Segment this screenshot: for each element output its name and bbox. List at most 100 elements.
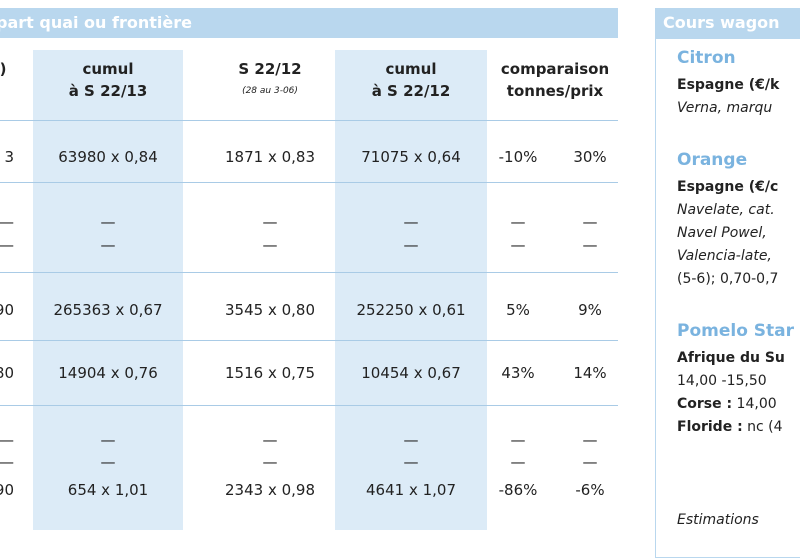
- cell: —: [100, 236, 116, 254]
- cell: —: [510, 236, 526, 254]
- header-line: tonnes/prix: [506, 82, 604, 100]
- cell: —: [582, 213, 598, 231]
- header-line: à S 22/13: [68, 82, 148, 100]
- cell: —: [0, 236, 14, 254]
- cell: —: [582, 453, 598, 471]
- cell: 5%: [506, 301, 530, 319]
- cell: —: [510, 453, 526, 471]
- text: (5-6); 0,70-0,7: [677, 271, 779, 287]
- cell: 3: [4, 148, 14, 166]
- header-line: cumul: [82, 60, 134, 78]
- cell: 2343 x 0,98: [225, 481, 315, 499]
- text: nc (4: [742, 419, 783, 435]
- cell: 63980 x 0,84: [58, 148, 158, 166]
- text: Navel Powel,: [677, 225, 767, 241]
- line: Afrique du Su: [677, 347, 785, 370]
- sidebar-title: Cours wagon: [663, 13, 780, 32]
- line: Corse : 14,00: [677, 393, 777, 416]
- cell: —: [262, 453, 278, 471]
- header-line: comparaison: [500, 60, 610, 78]
- cell: —: [403, 236, 419, 254]
- cell: —: [100, 213, 116, 231]
- cell: —: [510, 431, 526, 449]
- column-header: S 22/12 (28 au 3-06): [238, 58, 301, 102]
- note: Estimations: [677, 512, 759, 528]
- rule: [0, 340, 618, 341]
- cell: 14904 x 0,76: [58, 364, 158, 382]
- header-line: (28 au 3-06): [242, 86, 298, 96]
- cell: 9%: [578, 301, 602, 319]
- line: Navel Powel,: [677, 222, 767, 245]
- cell: —: [403, 431, 419, 449]
- cell: —: [510, 213, 526, 231]
- cell: —: [0, 453, 14, 471]
- rule: [0, 272, 618, 273]
- text: Espagne (€/c: [677, 179, 779, 195]
- line: Valencia-late,: [677, 245, 772, 268]
- cell: —: [0, 213, 14, 231]
- text: 14,00: [732, 396, 777, 412]
- cell: —: [262, 213, 278, 231]
- cell: 71075 x 0,64: [361, 148, 461, 166]
- rule: [0, 182, 618, 183]
- cell: -86%: [498, 481, 538, 499]
- line: Navelate, cat.: [677, 199, 775, 222]
- cell: 654 x 1,01: [67, 481, 149, 499]
- cell: 90: [0, 301, 14, 319]
- cell: —: [100, 453, 116, 471]
- cell: —: [0, 431, 14, 449]
- cell: 80: [0, 364, 14, 382]
- cell: 4641 x 1,07: [366, 481, 456, 499]
- column-header: ): [0, 58, 6, 80]
- text: Verna, marqu: [677, 100, 773, 116]
- text: Navelate, cat.: [677, 202, 775, 218]
- cell: 1871 x 0,83: [225, 148, 315, 166]
- cell: —: [403, 213, 419, 231]
- section-title: Orange: [677, 150, 748, 170]
- cell: 265363 x 0,67: [53, 301, 163, 319]
- cell: 3545 x 0,80: [225, 301, 315, 319]
- cell: —: [262, 431, 278, 449]
- rule: [0, 120, 618, 121]
- cell: —: [582, 236, 598, 254]
- cell: 90: [0, 481, 14, 499]
- cell: -6%: [575, 481, 605, 499]
- header-line: S 22/12: [238, 60, 302, 78]
- cell: -10%: [498, 148, 538, 166]
- rule: [0, 405, 618, 406]
- column-header: cumul à S 22/13: [69, 58, 148, 102]
- header-line: cumul: [385, 60, 437, 78]
- line: Floride : nc (4: [677, 416, 783, 439]
- header-line: à S 22/12: [371, 82, 451, 100]
- text: Floride :: [677, 419, 743, 435]
- table-title: part quai ou frontière: [0, 13, 192, 32]
- cell: 1516 x 0,75: [225, 364, 315, 382]
- text: 14,00 -15,50: [677, 373, 767, 389]
- cell: 43%: [501, 364, 535, 382]
- line: Espagne (€/c: [677, 176, 778, 199]
- text: Afrique du Su: [677, 350, 785, 366]
- cell: 30%: [573, 148, 607, 166]
- line: Espagne (€/k: [677, 74, 779, 97]
- cell: —: [582, 431, 598, 449]
- column-header: comparaison tonnes/prix: [501, 58, 609, 102]
- cell: 252250 x 0,61: [356, 301, 466, 319]
- table-header: part quai ou frontière: [0, 8, 618, 38]
- text: Corse :: [677, 396, 733, 412]
- shaded-column: [33, 50, 183, 530]
- cell: —: [100, 431, 116, 449]
- cell: —: [403, 453, 419, 471]
- line: (5-6); 0,70-0,7: [677, 268, 778, 291]
- cell: —: [262, 236, 278, 254]
- column-header: cumul à S 22/12: [372, 58, 451, 102]
- section-title: Citron: [677, 48, 736, 68]
- shaded-column: [335, 50, 487, 530]
- text: Valencia-late,: [677, 248, 772, 264]
- text: Espagne (€/k: [677, 77, 780, 93]
- cell: 10454 x 0,67: [361, 364, 461, 382]
- cell: 14%: [573, 364, 607, 382]
- line: Verna, marqu: [677, 97, 772, 120]
- line: 14,00 -15,50: [677, 370, 767, 393]
- section-title: Pomelo Star: [677, 321, 795, 341]
